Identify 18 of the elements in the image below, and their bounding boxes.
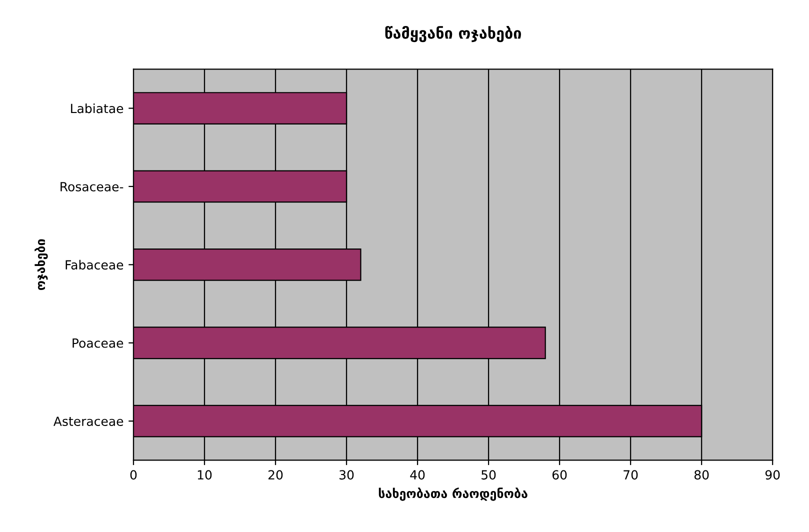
y-axis-title: ოჯახები [34, 239, 48, 290]
y-tick-label: Asteraceae [53, 416, 124, 426]
x-tick-label: 40 [410, 470, 425, 480]
y-tick-label: Labiatae [71, 104, 124, 114]
x-tick-label: 50 [482, 470, 496, 480]
x-tick-label: 90 [765, 470, 780, 480]
x-tick-label: 80 [694, 470, 709, 480]
x-tick-label: 0 [130, 470, 137, 480]
x-tick-label: 10 [198, 470, 212, 480]
x-tick-label: 70 [624, 470, 638, 480]
chart-title: წამყვანი ოჯახები [385, 26, 521, 42]
x-tick-label: 60 [552, 470, 567, 480]
x-axis-title: სახეობათა რაოდენობა [378, 488, 528, 501]
y-tick-label: Poaceae [72, 338, 124, 348]
y-tick-label: Fabaceae [66, 260, 124, 270]
x-tick-label: 20 [268, 470, 283, 480]
x-tick-label: 30 [340, 470, 354, 480]
y-tick-label: Rosaceae- [60, 182, 124, 192]
